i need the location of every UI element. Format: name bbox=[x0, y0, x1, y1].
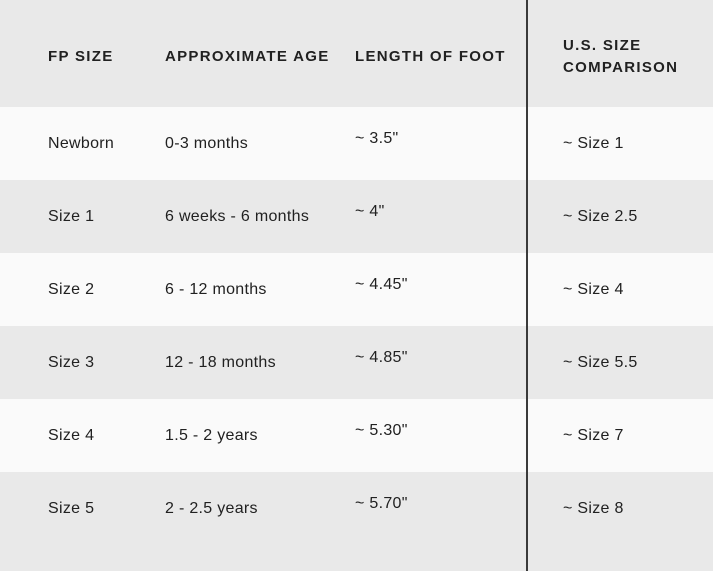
column-divider-line bbox=[526, 0, 528, 571]
cell-approximate-age: 12 - 18 months bbox=[165, 353, 276, 371]
table-row: Size 1 6 weeks - 6 months ~ 4" ~ Size 2.… bbox=[0, 180, 713, 253]
cell-length-of-foot: ~ 3.5" bbox=[355, 129, 399, 147]
column-header-length-of-foot: LENGTH OF FOOT bbox=[355, 48, 506, 65]
cell-us-size-comparison: ~ Size 5.5 bbox=[563, 353, 638, 371]
cell-fp-size: Size 2 bbox=[48, 280, 95, 298]
table-row: Size 2 6 - 12 months ~ 4.45" ~ Size 4 bbox=[0, 253, 713, 326]
cell-us-size-comparison: ~ Size 4 bbox=[563, 280, 624, 298]
table-header-row: FP SIZE APPROXIMATE AGE LENGTH OF FOOT U… bbox=[0, 0, 713, 107]
cell-us-size-comparison: ~ Size 1 bbox=[563, 134, 624, 152]
cell-approximate-age: 6 weeks - 6 months bbox=[165, 207, 310, 225]
cell-approximate-age: 6 - 12 months bbox=[165, 280, 267, 298]
cell-fp-size: Newborn bbox=[48, 134, 115, 152]
table-row: Size 4 1.5 - 2 years ~ 5.30" ~ Size 7 bbox=[0, 399, 713, 472]
cell-us-size-comparison: ~ Size 8 bbox=[563, 500, 624, 517]
cell-length-of-foot: ~ 5.30" bbox=[355, 421, 408, 439]
cell-fp-size: Size 4 bbox=[48, 426, 95, 444]
table-row: Size 5 2 - 2.5 years ~ 5.70" ~ Size 8 bbox=[0, 472, 713, 571]
column-header-us-size-comparison: U.S. SIZE COMPARISON bbox=[563, 37, 679, 76]
cell-fp-size: Size 1 bbox=[48, 207, 95, 225]
cell-fp-size: Size 5 bbox=[48, 500, 95, 517]
column-header-approximate-age: APPROXIMATE AGE bbox=[165, 48, 330, 65]
cell-fp-size: Size 3 bbox=[48, 353, 95, 371]
cell-approximate-age: 1.5 - 2 years bbox=[165, 426, 258, 444]
cell-length-of-foot: ~ 5.70" bbox=[355, 495, 408, 512]
cell-length-of-foot: ~ 4.45" bbox=[355, 275, 408, 293]
table-row: Newborn 0-3 months ~ 3.5" ~ Size 1 bbox=[0, 107, 713, 180]
column-header-fp-size: FP SIZE bbox=[48, 48, 114, 65]
cell-length-of-foot: ~ 4.85" bbox=[355, 348, 408, 366]
cell-approximate-age: 0-3 months bbox=[165, 134, 249, 152]
cell-us-size-comparison: ~ Size 7 bbox=[563, 426, 624, 444]
cell-us-size-comparison: ~ Size 2.5 bbox=[563, 207, 638, 225]
cell-length-of-foot: ~ 4" bbox=[355, 202, 385, 220]
table-row: Size 3 12 - 18 months ~ 4.85" ~ Size 5.5 bbox=[0, 326, 713, 399]
cell-approximate-age: 2 - 2.5 years bbox=[165, 500, 258, 517]
